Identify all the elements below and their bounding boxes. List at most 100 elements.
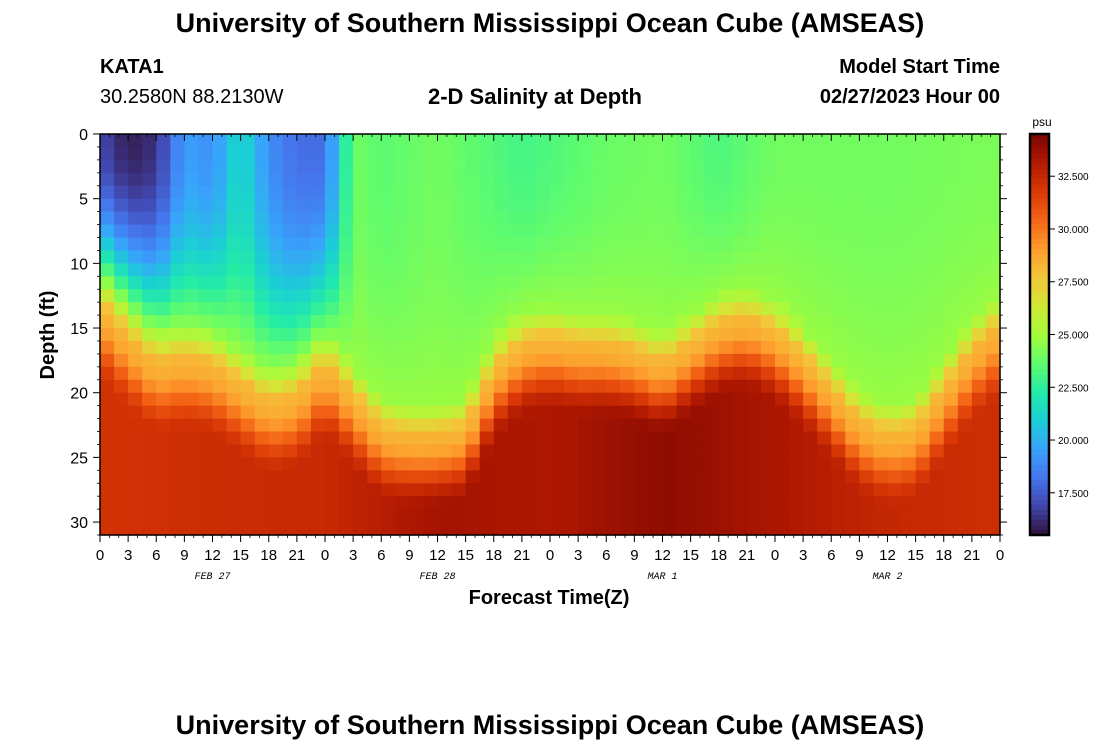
heatmap-cell xyxy=(367,146,382,161)
heatmap-cell xyxy=(662,392,678,407)
heatmap-cell xyxy=(423,159,439,174)
heatmap-cell xyxy=(395,405,410,420)
heatmap-cell xyxy=(971,134,987,148)
heatmap-cell xyxy=(746,172,762,187)
heatmap-cell xyxy=(198,134,214,148)
heatmap-cell xyxy=(353,444,368,458)
heatmap-cell xyxy=(859,250,875,264)
heatmap-cell xyxy=(325,353,340,368)
heatmap-cell xyxy=(381,405,396,420)
heatmap-cell xyxy=(423,263,439,277)
heatmap-cell xyxy=(718,366,734,381)
heatmap-cell xyxy=(451,172,467,187)
heatmap-cell xyxy=(395,470,410,484)
heatmap-cell xyxy=(564,522,579,536)
heatmap-cell xyxy=(128,185,143,200)
heatmap-cell xyxy=(409,418,425,433)
heatmap-cell xyxy=(184,198,200,213)
heatmap-cell xyxy=(367,289,382,303)
heatmap-cell xyxy=(535,483,551,497)
heatmap-cell xyxy=(943,146,959,161)
heatmap-cell xyxy=(296,289,312,303)
heatmap-cell xyxy=(859,405,875,420)
heatmap-cell xyxy=(915,457,931,471)
heatmap-cell xyxy=(803,405,818,420)
colorbar-swatch xyxy=(1030,414,1049,421)
heatmap-cell xyxy=(676,159,692,174)
colorbar-swatch xyxy=(1030,494,1049,501)
colorbar-swatch xyxy=(1030,379,1049,386)
heatmap-cell xyxy=(156,340,171,355)
heatmap-cell xyxy=(887,302,903,316)
heatmap-cell xyxy=(212,134,228,148)
heatmap-cell xyxy=(676,146,692,161)
heatmap-cell xyxy=(831,224,846,239)
heatmap-cell xyxy=(226,211,242,226)
heatmap-cell xyxy=(690,392,706,407)
colorbar-tick-label: 30.000 xyxy=(1058,225,1089,236)
heatmap-cell xyxy=(296,172,312,187)
heatmap-cell xyxy=(760,405,776,420)
heatmap-cell xyxy=(521,134,537,148)
heatmap-cell xyxy=(704,379,720,394)
heatmap-cell xyxy=(859,366,875,381)
heatmap-cell xyxy=(212,366,228,381)
heatmap-cell xyxy=(620,185,635,200)
heatmap-cell xyxy=(957,263,973,277)
heatmap-cell xyxy=(465,470,481,484)
heatmap-cell xyxy=(873,340,889,355)
heatmap-cell xyxy=(971,198,987,213)
heatmap-cell xyxy=(859,185,875,200)
heatmap-cell xyxy=(254,405,270,420)
heatmap-cell xyxy=(451,470,467,484)
heatmap-cell xyxy=(718,457,734,471)
heatmap-cell xyxy=(859,172,875,187)
heatmap-cell xyxy=(114,302,129,316)
heatmap-cell xyxy=(901,276,917,290)
heatmap-cell xyxy=(606,522,621,536)
heatmap-cell xyxy=(184,134,200,148)
heatmap-cell xyxy=(493,340,509,355)
heatmap-cell xyxy=(128,392,143,407)
heatmap-cell xyxy=(535,289,551,303)
colorbar-swatch xyxy=(1030,444,1049,451)
heatmap-cell xyxy=(437,470,453,484)
heatmap-cell xyxy=(957,444,973,458)
heatmap-cell xyxy=(423,224,439,239)
heatmap-cell xyxy=(184,405,200,420)
heatmap-cell xyxy=(634,237,650,252)
heatmap-cell xyxy=(887,159,903,174)
heatmap-cell xyxy=(760,379,776,394)
heatmap-cell xyxy=(550,496,565,510)
heatmap-cell xyxy=(901,392,917,407)
colorbar-swatch xyxy=(1030,199,1049,205)
heatmap-cell xyxy=(493,172,509,187)
heatmap-cell xyxy=(690,353,706,368)
heatmap-cell xyxy=(578,302,593,316)
heatmap-cell xyxy=(943,470,959,484)
heatmap-cell xyxy=(578,405,593,420)
x-tick-label: 6 xyxy=(377,547,385,564)
heatmap-cell xyxy=(550,237,565,252)
heatmap-cell xyxy=(409,250,425,264)
heatmap-cell xyxy=(732,159,748,174)
heatmap-cell xyxy=(437,457,453,471)
heatmap-cell xyxy=(381,289,396,303)
heatmap-cell xyxy=(564,172,579,187)
heatmap-cell xyxy=(198,522,214,536)
heatmap-cell xyxy=(676,418,692,433)
heatmap-cell xyxy=(128,276,143,290)
heatmap-cell xyxy=(198,379,214,394)
heatmap-cell xyxy=(817,457,832,471)
heatmap-cell xyxy=(929,418,945,433)
heatmap-cell xyxy=(634,366,650,381)
heatmap-cell xyxy=(325,509,340,523)
heatmap-cell xyxy=(971,379,987,394)
heatmap-cell xyxy=(732,431,748,446)
heatmap-cell xyxy=(803,185,818,200)
heatmap-cell xyxy=(381,250,396,264)
heatmap-cell xyxy=(339,353,354,368)
heatmap-cell xyxy=(718,146,734,161)
heatmap-cell xyxy=(100,250,115,264)
heatmap-cell xyxy=(789,328,804,342)
